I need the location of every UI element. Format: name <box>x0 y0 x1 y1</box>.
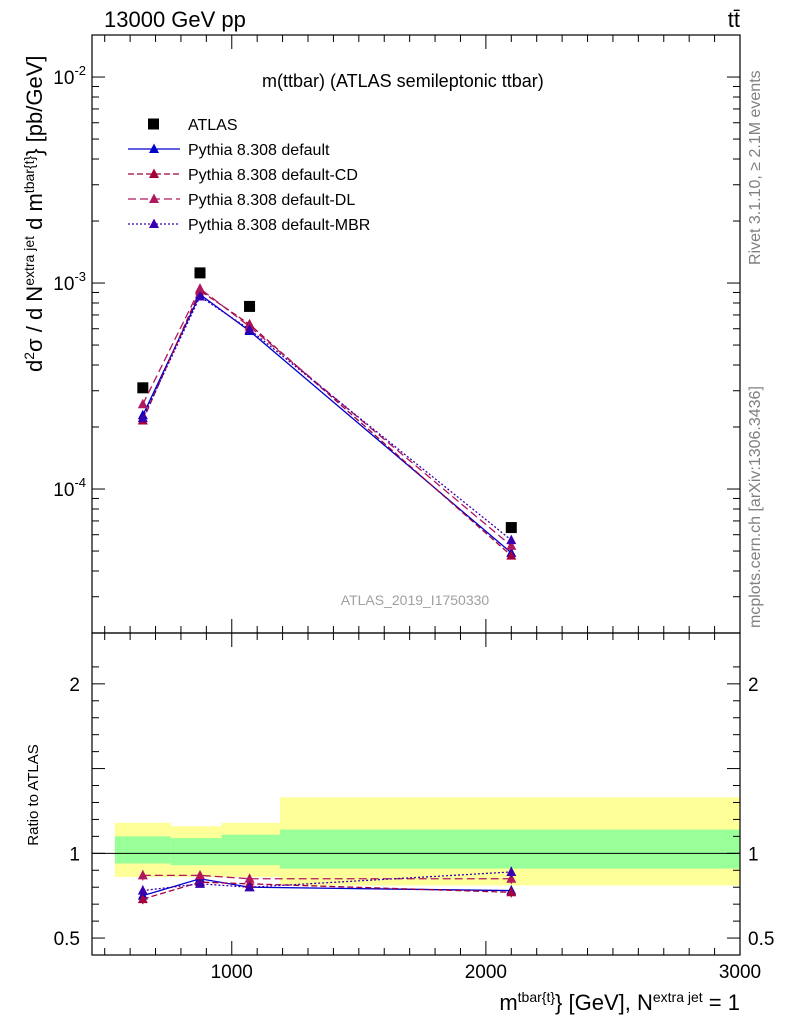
ratio-data-point <box>195 878 205 888</box>
rivet-version-label: Rivet 3.1.10, ≥ 2.1M events <box>747 70 764 265</box>
ratio-y-tick-label-right: 1 <box>748 844 759 865</box>
ratio-data-point <box>244 873 255 883</box>
main-panel: 10-4 10-3 10-2 <box>53 35 741 955</box>
legend-label: ATLAS <box>188 117 238 134</box>
ratio-y-tick-label: 1 <box>69 844 80 865</box>
y-tick-label: 10-3 <box>53 269 86 295</box>
stat-uncertainty-band <box>114 836 171 864</box>
ratio-y-tick-label: 0.5 <box>54 929 80 950</box>
y-axis-label: d2σ / d Nextra jet d mtbar{t}} [pb/GeV] <box>21 56 47 372</box>
ratio-data-point <box>244 881 255 892</box>
series-line-2 <box>142 289 512 557</box>
stat-uncertainty-band <box>280 829 740 869</box>
ratio-data-point <box>506 886 517 897</box>
mc-data-point <box>506 550 517 560</box>
mc-data-point <box>244 323 255 334</box>
legend-label: Pythia 8.308 default-CD <box>188 167 358 184</box>
ratio-data-point <box>137 893 148 904</box>
atlas-data-point <box>137 382 149 394</box>
legend-marker <box>149 218 159 228</box>
chart-title: m(ttbar) (ATLAS semileptonic ttbar) <box>262 71 544 91</box>
y-tick-label: 10-4 <box>53 475 86 501</box>
ratio-y-tick-label: 2 <box>69 675 80 696</box>
series-line-1 <box>142 293 512 554</box>
legend: ATLAS Pythia 8.308 default Pythia 8.308 de… <box>128 117 370 234</box>
x-tick-label: 1000 <box>211 962 253 983</box>
legend-label: Pythia 8.308 default-DL <box>188 192 355 209</box>
ratio-panel: 1000 2000 3000 0.5 0.5 1 1 2 2 <box>54 666 774 983</box>
x-tick-label: 2000 <box>465 962 507 983</box>
y-tick-label: 10-2 <box>53 63 86 89</box>
header-right: tt̄ <box>728 7 740 32</box>
ratio-data-point <box>195 869 205 880</box>
stat-uncertainty-band <box>221 834 281 866</box>
ratio-series-line-3 <box>142 871 512 892</box>
mc-data-point <box>137 412 148 423</box>
ratio-y-tick-label-right: 2 <box>748 675 759 696</box>
legend-marker <box>149 193 159 203</box>
ratio-data-point <box>137 869 148 880</box>
ratio-data-point <box>137 885 148 895</box>
x-tick-label: 3000 <box>719 962 761 983</box>
mc-data-point <box>506 534 517 545</box>
ratio-frame <box>91 632 741 956</box>
legend-marker <box>149 168 159 178</box>
ratio-y-axis-label: Ratio to ATLAS <box>25 744 42 845</box>
mc-data-point <box>195 291 205 301</box>
ratio-series-line-2 <box>142 874 512 880</box>
analysis-watermark: ATLAS_2019_I1750330 <box>341 592 490 608</box>
x-axis-label: mtbar{t}} [GeV], Nextra jet = 1 <box>499 989 740 1015</box>
mc-data-point <box>137 398 148 409</box>
legend-label: Pythia 8.308 default <box>188 142 330 159</box>
series-line-4 <box>142 295 512 541</box>
ratio-data-point <box>506 873 517 883</box>
header-left: 13000 GeV pp <box>104 7 246 32</box>
atlas-data-point <box>505 522 517 534</box>
atlas-data-point <box>194 267 206 279</box>
ratio-data-point <box>506 866 517 876</box>
legend-marker <box>149 143 159 153</box>
mc-data-point <box>506 540 517 550</box>
stat-uncertainty-band <box>170 838 222 866</box>
legend-marker <box>148 118 159 130</box>
series-line-3 <box>142 287 512 547</box>
ratio-series-line-1 <box>142 881 512 900</box>
legend-label: Pythia 8.308 default-MBR <box>188 217 370 234</box>
ratio-y-tick-label-right: 0.5 <box>748 929 774 950</box>
mc-data-point <box>195 283 205 293</box>
atlas-data-point <box>244 300 256 312</box>
mcplots-label: mcplots.cern.ch [arXiv:1306.3436] <box>747 386 764 628</box>
